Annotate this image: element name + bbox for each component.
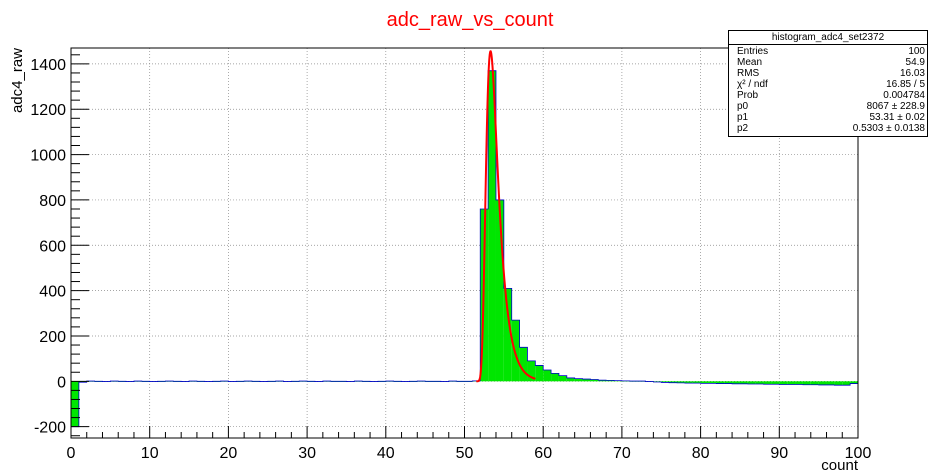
y-tick-label: 1200 [30, 102, 66, 119]
chart-title: adc_raw_vs_count [387, 9, 554, 31]
stats-label: Prob [737, 90, 759, 101]
histogram-bar [692, 381, 701, 384]
stats-row: Prob 0.004784 [729, 90, 927, 101]
x-axis-label: count [821, 457, 859, 474]
y-tick-label: 1000 [30, 148, 66, 165]
stats-label: p0 [737, 101, 749, 112]
histogram-bar [543, 369, 552, 382]
y-tick-label: 600 [39, 238, 66, 255]
fit-curve-layer [476, 50, 536, 383]
histogram-bar [661, 381, 670, 383]
x-tick-label: 0 [67, 445, 76, 462]
y-tick-label: 800 [39, 193, 66, 210]
stats-value: 0.004784 [883, 90, 925, 101]
histogram-bar [755, 381, 764, 385]
stats-label: Entries [737, 46, 769, 57]
histogram-bar [700, 381, 709, 384]
stats-box: histogram_adc4_set2372 Entries 100 Mean 54.… [728, 30, 928, 137]
stats-label: p1 [737, 112, 749, 123]
x-tick-label: 80 [692, 445, 710, 462]
histogram-bar [519, 347, 528, 382]
stats-row: χ² / ndf 16.85 / 5 [729, 79, 927, 90]
histogram-outline [70, 70, 859, 428]
histogram-bar [810, 381, 819, 385]
x-tick-label: 100 [845, 445, 872, 462]
stats-row: p1 53.31 ± 0.02 [729, 112, 927, 123]
stats-rows: Entries 100 Mean 54.9 RMS 16.03 χ² / ndf 16.85 … [729, 45, 927, 136]
histogram-bar [503, 288, 512, 382]
histogram-bar [495, 199, 504, 382]
fit-curve [476, 50, 536, 383]
stats-row: p0 8067 ± 228.9 [729, 101, 927, 112]
y-tick-label: 0 [57, 374, 66, 391]
histogram-bar [684, 381, 693, 384]
histogram-bar [71, 381, 79, 427]
histogram-bar [590, 379, 599, 382]
x-tick-label: 60 [534, 445, 552, 462]
histogram-bar [558, 375, 567, 382]
stats-label: χ² / ndf [737, 79, 768, 90]
histogram-bar [818, 381, 827, 385]
histogram-bar [834, 381, 843, 386]
stats-label: p2 [737, 123, 749, 134]
stats-value: 0.5303 ± 0.0138 [852, 123, 925, 134]
histogram-bar [669, 381, 677, 383]
stats-value: 100 [908, 46, 925, 57]
stats-value: 16.85 / 5 [886, 79, 925, 90]
stats-row: Mean 54.9 [729, 57, 927, 68]
stats-row: Entries 100 [729, 46, 927, 57]
histogram-bar [574, 378, 583, 382]
stats-value: 54.9 [905, 57, 925, 68]
stats-row: RMS 16.03 [729, 68, 927, 79]
histogram-bar [779, 381, 788, 385]
histogram-bar [802, 381, 811, 385]
x-tick-label: 40 [377, 445, 395, 462]
histogram-bar [511, 320, 520, 382]
histogram-bar [842, 381, 851, 386]
stats-label: Mean [737, 57, 763, 68]
stats-title: histogram_adc4_set2372 [729, 31, 927, 45]
y-tick-label: -200 [34, 420, 66, 437]
y-axis-label: adc4_raw [9, 48, 26, 113]
histogram-bar [708, 381, 717, 384]
histogram-bar [763, 381, 772, 385]
histogram-bar [724, 381, 733, 384]
histogram-bar [850, 381, 858, 384]
stats-value: 16.03 [899, 68, 925, 79]
histogram-bar [598, 380, 607, 382]
x-tick-label: 30 [298, 445, 316, 462]
histogram-bar [795, 381, 803, 385]
histogram-bar [582, 379, 591, 382]
histogram-bar [771, 381, 780, 385]
histogram-bar [551, 373, 559, 382]
histogram-bar [488, 70, 496, 382]
histogram-bar [527, 360, 536, 382]
histogram-bar [535, 365, 544, 382]
x-tick-label: 10 [141, 445, 159, 462]
histogram-bar [676, 381, 685, 383]
histogram-bar [826, 381, 835, 385]
histogram-bar [732, 381, 740, 384]
histogram-bar [739, 381, 748, 384]
stats-value: 53.31 ± 0.02 [869, 112, 925, 123]
axes: 0 10 20 30 40 50 60 70 80 90 100-20002004006008001… [30, 54, 872, 462]
stats-label: RMS [737, 68, 760, 79]
y-tick-label: 1400 [30, 57, 66, 74]
y-tick-label: 200 [39, 329, 66, 346]
histogram-bar [747, 381, 756, 385]
x-tick-label: 90 [770, 445, 788, 462]
histogram-bar [566, 377, 575, 382]
x-tick-label: 20 [220, 445, 238, 462]
histogram-bar [716, 381, 725, 384]
y-tick-label: 400 [39, 284, 66, 301]
x-tick-label: 70 [613, 445, 631, 462]
histogram-bar [606, 380, 615, 382]
stats-value: 8067 ± 228.9 [866, 101, 925, 112]
histogram-bar [787, 381, 796, 385]
x-tick-label: 50 [456, 445, 474, 462]
stats-row: p2 0.5303 ± 0.0138 [729, 123, 927, 134]
